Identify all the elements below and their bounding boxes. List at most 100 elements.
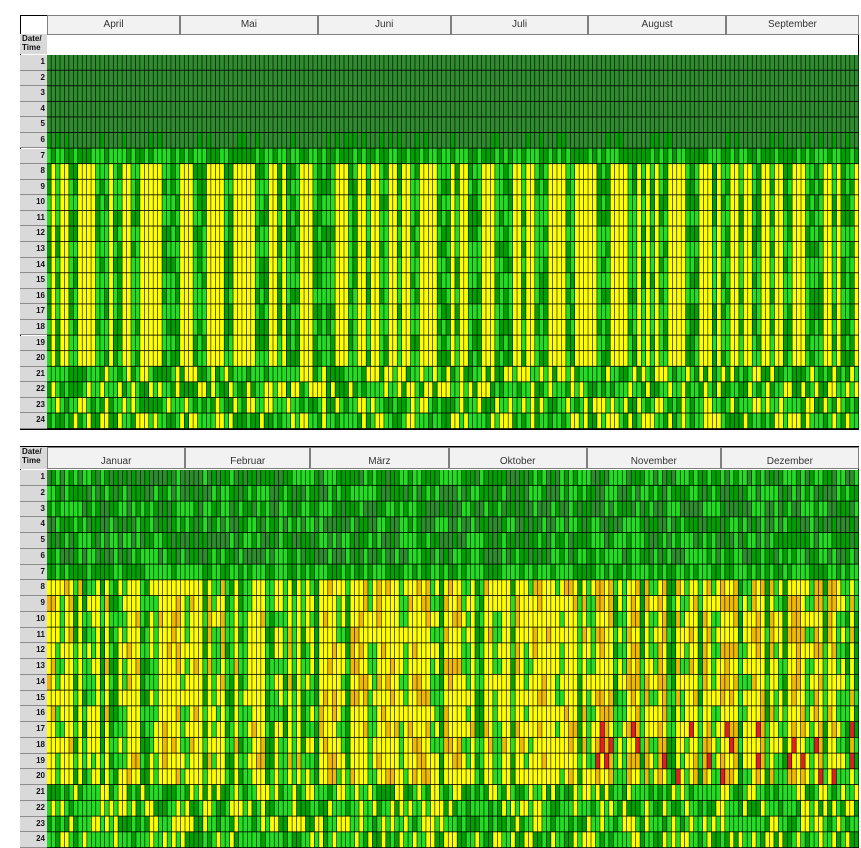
cell-mai-d18-h11 [255,210,260,226]
cell-september-d13-h10 [779,195,783,211]
cell-mai-d23-h19 [277,335,282,351]
cell-april-d15-h19 [109,335,113,351]
cell-juli-d25-h17 [557,304,562,320]
cell-september-d23-h11 [823,210,828,226]
cell-april-d16-h20 [113,351,118,366]
cell-september-d22-h15 [819,273,823,288]
cell-august-d19-h3 [668,86,673,101]
cell-juni-d28-h24 [437,413,442,429]
cell-mai-d18-h23 [255,397,260,413]
cell-august-d14-h13 [646,242,650,257]
cell-september-d12-h10 [774,195,779,211]
cell-juni-d7-h3 [344,86,349,101]
cell-juni-d1-h1 [317,55,322,70]
cell-august-d4-h15 [601,273,606,288]
cell-august-d13-h22 [641,382,646,398]
cell-september-d10-h24 [765,413,770,429]
cell-juni-d1-h12 [317,226,322,242]
cell-april-d14-h17 [104,304,109,320]
cell-april-d24-h19 [149,335,153,351]
cell-september-d15-h2 [788,70,792,86]
cell-juni-d5-h8 [335,164,340,179]
cell-mai-d27-h2 [295,70,300,86]
cell-juli-d17-h11 [521,210,526,226]
cell-april-d1-h6 [47,132,51,148]
cell-august-d3-h20 [597,351,602,366]
cell-juli-d8-h17 [481,304,486,320]
cell-juni-d25-h15 [424,273,428,288]
cell-mai-d6-h8 [202,164,207,179]
cell-januar-d21-h18 [136,737,141,753]
cell-mai-d21-h22 [268,382,273,398]
cell-januar-d2-h1 [51,470,56,485]
cell-januar-d3-h10 [55,611,60,627]
cell-april-d29-h4 [171,101,176,117]
cell-juli-d16-h15 [517,273,522,288]
cell-mai-d30-h21 [308,366,313,382]
cell-januar-d11-h8 [91,580,96,596]
cell-januar-d7-h8 [73,580,78,596]
cell-september-d22-h9 [819,179,823,195]
cell-juni-d21-h8 [406,164,411,179]
cell-juni-d25-h12 [424,226,428,242]
cell-april-d25-h16 [153,288,158,304]
cell-juni-d22-h15 [410,273,415,288]
cell-september-d10-h17 [765,304,770,320]
cell-august-d8-h10 [619,195,624,211]
cell-juni-d16-h12 [384,226,389,242]
cell-mai-d24-h15 [282,273,287,288]
cell-januar-d9-h22 [82,800,87,816]
cell-september-d11-h2 [770,70,775,86]
cell-januar-d11-h6 [91,548,96,564]
cell-juni-d10-h2 [357,70,362,86]
cell-juli-d17-h9 [521,179,526,195]
cell-mai-d4-h4 [193,101,198,117]
cell-mai-d5-h24 [197,413,202,429]
cell-juni-d22-h22 [410,382,415,398]
cell-juli-d11-h22 [495,382,499,398]
cell-januar-d19-h12 [127,643,132,659]
cell-mai-d28-h6 [299,132,304,148]
cell-september-d14-h22 [783,382,788,398]
cell-mai-d19-h24 [259,413,264,429]
cell-august-d7-h23 [614,397,619,413]
cell-april-d1-h1 [47,55,51,70]
cell-april-d23-h1 [144,55,149,70]
cell-januar-d14-h4 [105,517,109,533]
cell-april-d7-h7 [73,148,78,164]
cell-juni-d9-h15 [353,273,357,288]
cell-juni-d20-h8 [401,164,406,179]
cell-januar-d18-h21 [122,785,127,800]
cell-august-d28-h24 [708,413,712,429]
cell-april-d13-h19 [100,335,105,351]
cell-mai-d16-h22 [246,382,251,398]
cell-september-d30-h22 [854,382,859,398]
cell-april-d7-h13 [73,242,78,257]
cell-januar-d18-h6 [122,548,127,564]
cell-juli-d22-h10 [543,195,548,211]
cell-juli-d11-h11 [495,210,499,226]
cell-juni-d5-h4 [335,101,340,117]
cell-mai-d22-h22 [273,382,278,398]
cell-juli-d7-h21 [477,366,482,382]
cell-august-d24-h22 [690,382,695,398]
cell-juni-d9-h11 [353,210,357,226]
cell-januar-d19-h4 [127,517,132,533]
cell-mai-d25-h5 [286,117,291,133]
cell-mai-d24-h18 [282,319,287,335]
cell-september-d5-h15 [743,273,748,288]
cell-januar-d19-h21 [127,785,132,800]
cell-mai-d4-h2 [193,70,198,86]
cell-september-d8-h17 [756,304,761,320]
cell-juli-d26-h16 [561,288,566,304]
cell-mai-d6-h23 [202,397,207,413]
cell-juni-d24-h9 [419,179,424,195]
cell-mai-d30-h19 [308,335,313,351]
cell-august-d17-h16 [659,288,664,304]
cell-april-d22-h7 [140,148,145,164]
cell-januar-d12-h23 [96,816,100,832]
cell-august-d25-h9 [694,179,699,195]
cell-mai-d18-h9 [255,179,260,195]
cell-mai-d12-h24 [228,413,233,429]
cell-juni-d17-h24 [388,413,393,429]
